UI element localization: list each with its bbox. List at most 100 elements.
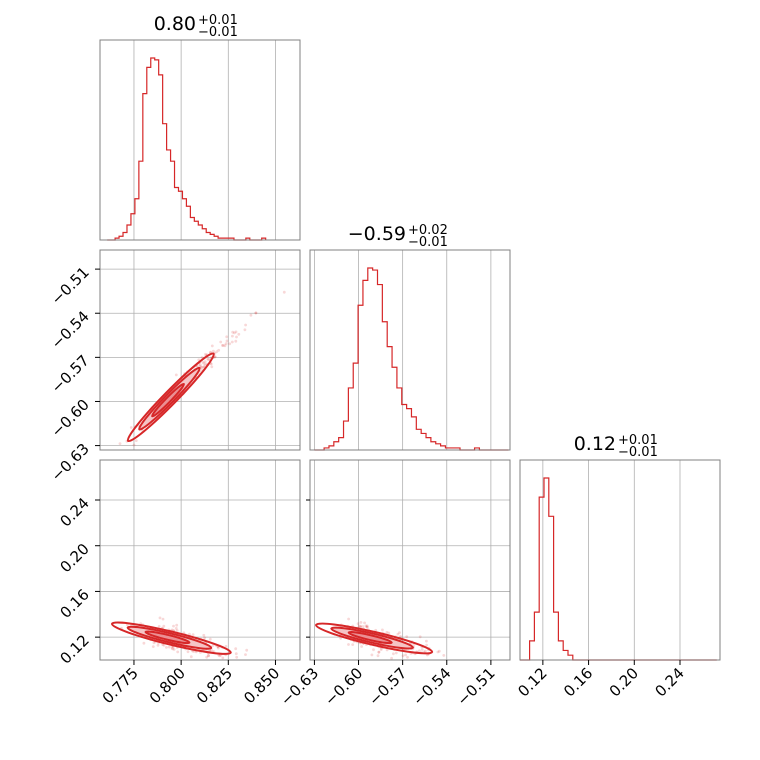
x-tick-label: 0.850	[240, 664, 283, 707]
scatter-point	[170, 646, 174, 650]
x-tick-label: 0.825	[193, 664, 236, 707]
scatter-point	[424, 649, 427, 653]
scatter-point	[174, 373, 178, 377]
scatter-point	[176, 650, 180, 654]
scatter-point	[376, 654, 380, 658]
scatter-point	[437, 649, 441, 653]
scatter-point	[425, 643, 428, 647]
scatter-point	[365, 624, 369, 628]
contour-inner	[144, 630, 191, 645]
scatter-point	[244, 653, 247, 656]
scatter-point	[223, 344, 227, 348]
x-tick-label: 0.24	[651, 664, 687, 700]
scatter-point	[207, 654, 210, 658]
x-tick-label: −0.60	[321, 664, 366, 709]
scatter-point	[237, 332, 241, 336]
y-tick-label: −0.57	[48, 351, 93, 396]
contour-outer	[110, 621, 232, 655]
scatter-point	[171, 647, 175, 651]
scatter-point	[385, 630, 389, 634]
histogram-p0	[107, 57, 267, 241]
scatter-point	[230, 340, 234, 344]
scatter-point	[213, 355, 217, 359]
x-axis-p1: −0.63−0.60−0.57−0.54−0.51	[277, 660, 499, 709]
scatter-point	[254, 311, 258, 315]
scatter-point	[425, 639, 428, 643]
scatter-point	[205, 655, 209, 659]
y-tick-label: 0.16	[56, 586, 92, 622]
scatter-point	[244, 323, 248, 327]
scatter-point	[225, 339, 229, 343]
scatter-point	[359, 621, 363, 624]
scatter-point	[361, 625, 365, 628]
scatter-point	[211, 644, 215, 647]
scatter-point	[221, 344, 224, 347]
scatter-point	[200, 365, 204, 369]
scatter-point	[165, 646, 168, 649]
scatter-point	[172, 624, 175, 628]
scatter-point	[201, 360, 205, 364]
scatter-point	[156, 643, 160, 647]
scatter-point	[243, 328, 247, 332]
panel-hist-p2: 0.12 +0.01−0.01	[519, 433, 721, 661]
scatter-point	[203, 636, 207, 640]
scatter-point	[366, 625, 369, 629]
scatter-point	[249, 313, 253, 317]
scatter-point	[188, 632, 191, 636]
scatter-point	[218, 654, 222, 658]
y-axis-p2: 0.12 0.16 0.20 0.24	[56, 494, 100, 668]
scatter-point	[224, 342, 228, 346]
scatter-point	[347, 643, 350, 646]
scatter-point	[405, 635, 409, 638]
scatter-point	[234, 330, 238, 334]
panel-title-value: 0.12	[574, 433, 616, 455]
scatter-point	[234, 652, 238, 656]
contour-inner	[347, 631, 393, 645]
scatter-point	[134, 439, 138, 442]
scatter-point	[203, 360, 207, 364]
scatter-point	[396, 632, 400, 636]
scatter-point	[225, 335, 229, 339]
panel-title-plus: +0.01	[198, 13, 238, 28]
scatter-point	[202, 362, 206, 365]
scatter-point	[372, 648, 375, 652]
y-axis-p1: −0.63−0.60−0.57−0.54−0.51	[48, 263, 100, 485]
scatter-point	[152, 641, 156, 645]
scatter-point	[379, 648, 383, 651]
scatter-point	[209, 350, 213, 354]
scatter-point	[235, 655, 239, 659]
panel-hist-p0: 0.80 +0.01−0.01	[99, 13, 301, 241]
y-tick-label: −0.60	[48, 396, 93, 441]
scatter-point	[207, 654, 210, 657]
scatter-point	[186, 650, 190, 654]
scatter-point	[363, 621, 366, 625]
scatter-point	[228, 342, 232, 346]
panel-title-plus: +0.02	[408, 223, 448, 238]
scatter-point	[390, 656, 393, 660]
scatter-point	[245, 648, 249, 652]
panel-title-plus: +0.01	[618, 433, 658, 448]
scatter-point	[208, 637, 212, 641]
scatter-point	[254, 311, 258, 315]
panel-title-minus: −0.01	[408, 235, 448, 250]
y-tick-label: −0.63	[48, 440, 93, 485]
scatter-point	[234, 647, 238, 651]
scatter-point	[406, 655, 409, 659]
scatter-point	[209, 362, 213, 366]
scatter-point	[377, 650, 381, 654]
scatter-point	[189, 655, 193, 659]
scatter-point	[404, 653, 407, 657]
y-tick-label: 0.24	[56, 494, 92, 530]
scatter-point	[398, 631, 401, 634]
scatter-point	[420, 648, 424, 651]
scatter-point	[356, 622, 360, 626]
x-tick-label: −0.63	[277, 664, 322, 709]
histogram-p2	[520, 477, 717, 661]
scatter-point	[418, 635, 422, 639]
panel-title-minus: −0.01	[198, 25, 238, 40]
scatter-point	[191, 633, 195, 637]
scatter-point	[359, 624, 362, 628]
scatter-point	[162, 643, 166, 647]
